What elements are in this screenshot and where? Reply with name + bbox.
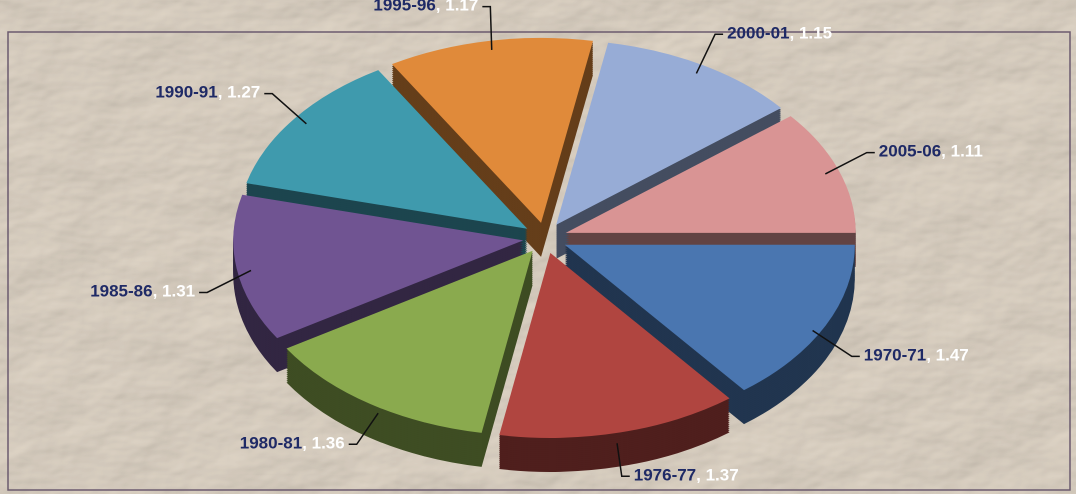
data-label: 2005-06, 1.11 [879,142,983,161]
label-value: 1.37 [706,466,739,485]
label-category: 1990-91 [155,83,217,102]
leader-line [482,5,493,50]
label-category: 1976-77 [634,466,696,485]
label-value: 1.11 [951,142,983,161]
slice [286,250,533,467]
data-label: 1970-71, 1.47 [864,346,969,365]
label-separator: , [153,282,162,301]
leader-line [348,412,379,446]
label-separator: , [696,466,705,485]
label-category: 1985-86 [90,282,152,301]
slice [565,116,856,267]
slice [286,250,533,433]
label-category: 1980-81 [240,434,302,453]
plot-border [7,31,1071,491]
leader-line [264,92,307,125]
label-category: 1970-71 [864,346,926,365]
slice [564,244,855,391]
label-category: 2000-01 [727,24,789,43]
label-value: 1.31 [162,282,195,301]
label-separator: , [789,24,798,43]
slice [391,37,593,257]
label-value: 1.27 [227,83,260,102]
label-category: 2005-06 [879,142,941,161]
label-category: 1995-96 [373,0,435,15]
slice [499,252,730,472]
data-label: 1985-86, 1.31 [90,282,195,301]
data-label: 1995-96, 1.17 [373,0,478,15]
slice [564,244,855,425]
label-value: 1.36 [312,434,345,453]
data-label: 1980-81, 1.36 [240,434,345,453]
leader-line [824,151,875,175]
label-separator: , [436,0,445,15]
slice [556,42,782,225]
leader-line [812,329,860,358]
label-value: 1.47 [936,346,969,365]
slice [499,252,730,438]
slice [233,194,524,339]
leader-line [695,33,724,74]
label-separator: , [926,346,935,365]
label-value: 1.15 [799,24,832,43]
label-separator: , [302,434,311,453]
label-separator: , [941,142,950,161]
data-label: 1990-91, 1.27 [155,83,260,102]
label-value: 1.17 [445,0,478,15]
slice [556,42,782,259]
data-label: 2000-01, 1.15 [727,24,832,43]
slice [233,194,524,373]
slice [246,70,528,229]
slice [391,37,593,223]
leader-line [199,269,252,294]
label-separator: , [218,83,227,102]
slice [565,116,856,233]
data-label: 1976-77, 1.37 [634,466,739,485]
leader-line [616,443,630,478]
